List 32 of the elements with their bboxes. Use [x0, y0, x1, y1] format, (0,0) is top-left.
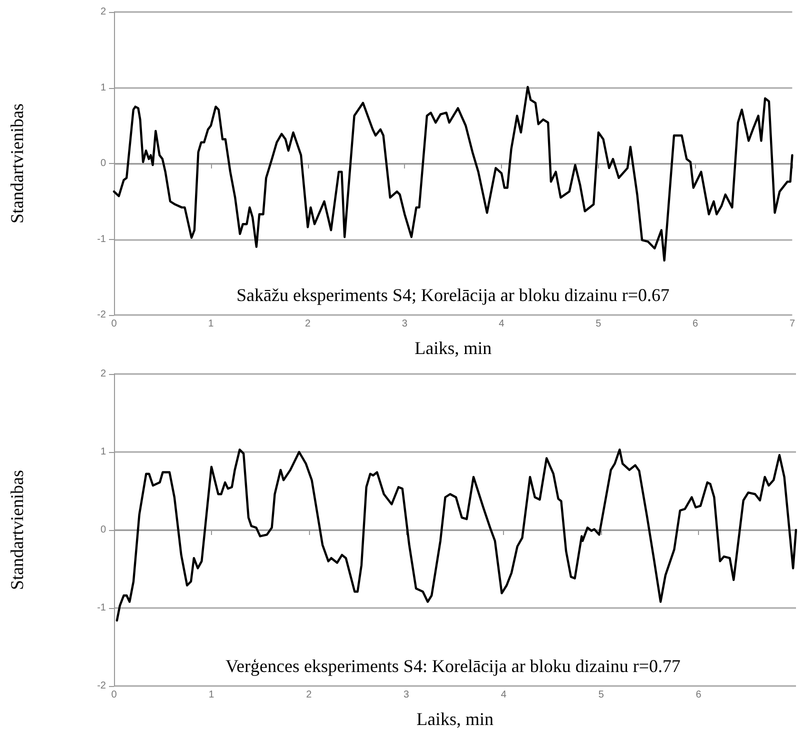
y-tick-label: 0 — [100, 524, 106, 536]
x-tick-label: 1 — [208, 690, 215, 700]
y-tick-label: 1 — [100, 446, 106, 458]
x-tick-label: 4 — [498, 318, 505, 330]
x-tick-label: 0 — [111, 690, 118, 700]
x-tick-label: 6 — [696, 690, 702, 700]
x-tick-label: 1 — [208, 318, 214, 330]
y-tick-label: -2 — [97, 680, 106, 692]
annotation: Sakāžu eksperiments S4; Korelācija ar bloku dizainu r=0.67 — [236, 285, 670, 305]
y-tick-label: -1 — [97, 602, 106, 614]
y-tick-label: 2 — [100, 6, 106, 18]
x-axis-title: Laiks, min — [416, 709, 494, 729]
x-tick-label: 3 — [402, 318, 408, 330]
x-tick-label: 3 — [404, 690, 410, 700]
x-tick-label: 0 — [111, 318, 118, 330]
y-axis-title: Standartvienibas — [7, 104, 27, 224]
x-tick-label: 2 — [306, 690, 312, 700]
x-tick-label: 2 — [304, 318, 311, 330]
y-axis-title: Standartvienibas — [7, 470, 27, 590]
y-tick-label: -2 — [97, 310, 106, 320]
y-tick-label: 1 — [100, 82, 106, 94]
x-tick-label: 6 — [692, 318, 699, 330]
y-tick-label: -1 — [97, 234, 106, 245]
x-tick-label: 4 — [500, 690, 507, 700]
x-tick-label: 7 — [789, 318, 796, 330]
line-series — [112, 86, 794, 262]
x-axis-title: Laiks, min — [414, 338, 492, 358]
y-tick-label: 0 — [100, 158, 106, 169]
annotation: Verģences eksperiments S4: Korelācija ar bloku dizainu r=0.77 — [225, 656, 681, 676]
x-tick-label: 5 — [596, 318, 602, 330]
y-tick-label: 2 — [100, 368, 106, 380]
x-tick-label: 5 — [598, 690, 604, 700]
